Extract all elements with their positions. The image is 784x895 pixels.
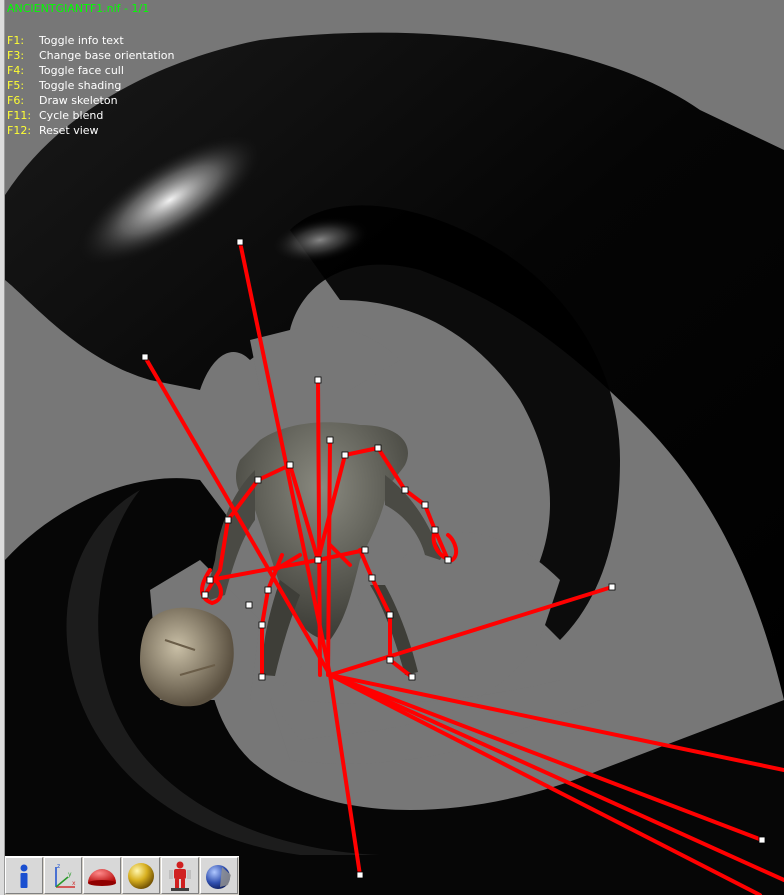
window-left-border <box>0 0 5 895</box>
hotkey-label: F4: <box>7 64 25 77</box>
axes-button[interactable]: z x y <box>44 857 82 894</box>
svg-text:y: y <box>68 871 72 878</box>
hotkey-label: F11: <box>7 109 32 122</box>
skeleton-button[interactable] <box>161 857 199 894</box>
hotkey-description: Change base orientation <box>39 49 175 62</box>
skeleton-icon <box>169 861 191 891</box>
hotkey-label: F3: <box>7 49 25 62</box>
hotkey-description: Cycle blend <box>39 109 104 122</box>
hemisphere-button[interactable] <box>83 857 121 894</box>
hotkey-label: F1: <box>7 34 25 47</box>
hotkey-description: Toggle info text <box>39 34 124 47</box>
viewer-toolbar: z x y <box>5 856 239 895</box>
axes-icon: z x y <box>55 863 76 888</box>
file-title: ANCIENTGIANTF1.nif - 1/1 <box>7 2 150 15</box>
svg-text:x: x <box>72 880 76 887</box>
info-button[interactable] <box>5 857 43 894</box>
hotkey-label: F12: <box>7 124 32 137</box>
hotkey-description: Reset view <box>39 124 99 137</box>
hemisphere-icon <box>88 868 116 886</box>
texture-sphere-button[interactable] <box>200 857 238 894</box>
hotkey-description: Toggle shading <box>39 79 122 92</box>
svg-text:z: z <box>57 863 60 870</box>
texture-sphere-icon <box>206 864 231 889</box>
hotkey-description: Toggle face cull <box>39 64 124 77</box>
hotkey-label: F6: <box>7 94 25 107</box>
hotkey-description: Draw skeleton <box>39 94 118 107</box>
info-icon <box>20 864 28 888</box>
sphere-icon <box>128 862 154 889</box>
hotkey-label: F5: <box>7 79 25 92</box>
sphere-shading-button[interactable] <box>122 857 160 894</box>
